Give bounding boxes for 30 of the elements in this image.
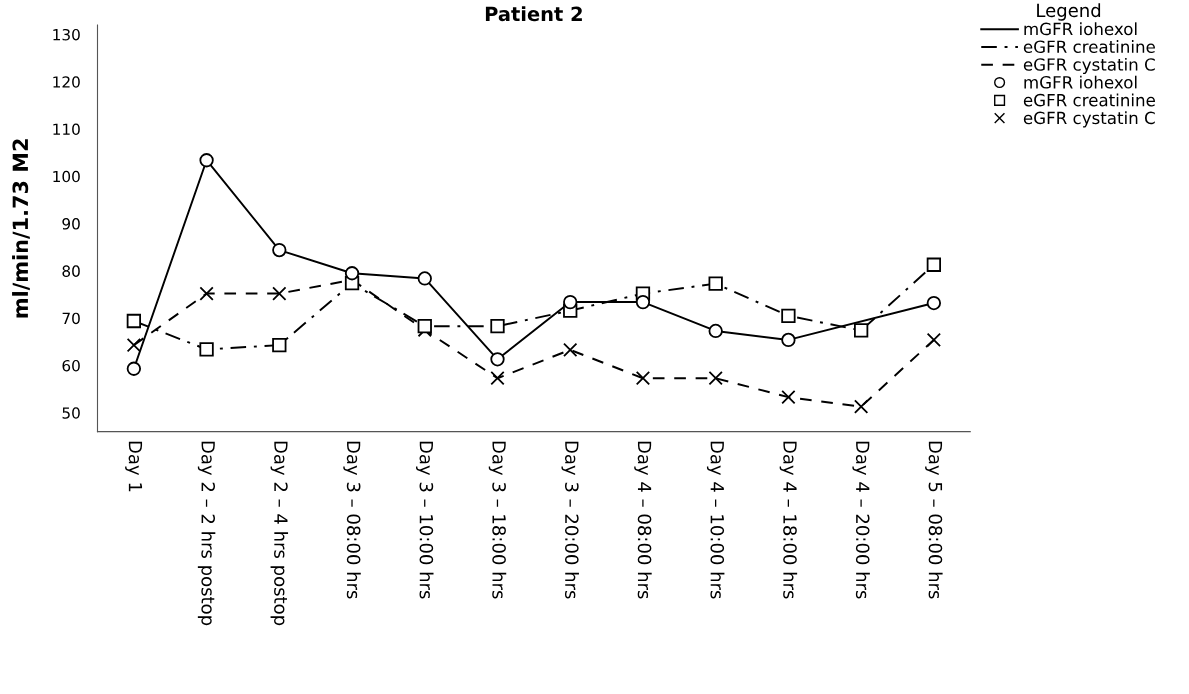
x-tick-label: Day 3 – 10:00 hrs	[416, 441, 434, 599]
y-tick-label: 110	[53, 123, 80, 136]
text: eGFR creatinine	[1023, 40, 1155, 54]
x-tick-label: Day 3 – 20:00 hrs	[561, 441, 579, 599]
x-tick-label: Day 4 – 18:00 hrs	[779, 441, 798, 599]
chart-title: Patient 2	[485, 6, 582, 22]
y-axis-title: ml/min/1.73 M2	[12, 139, 30, 318]
y-tick-label: 80	[62, 265, 80, 277]
x-tick-label: Day 2 – 2 hrs postop	[197, 441, 216, 626]
text: eGFR cystatin C	[1023, 57, 1155, 75]
x-tick-label: Day 1	[125, 441, 143, 492]
y-tick-label: 130	[53, 28, 80, 41]
text: mGFR iohexol	[1024, 22, 1137, 36]
y-tick-label: 50	[62, 407, 80, 419]
x-tick-label: Day 4 – 20:00 hrs	[852, 441, 870, 599]
y-tick-label: 60	[62, 359, 80, 372]
x-tick-label: Day 3 – 08:00 hrs	[343, 441, 361, 599]
legend-label: eGFR cystatin C	[1023, 111, 1155, 128]
y-tick-label: 70	[62, 312, 80, 325]
x-tick-label: Day 4 – 10:00 hrs	[706, 441, 725, 599]
y-tick-label: 90	[62, 218, 80, 230]
y-tick-label: 120	[53, 76, 80, 88]
x-tick-label: Day 3 – 18:00 hrs	[488, 441, 507, 599]
legend-title: Legend	[1037, 3, 1101, 21]
y-tick-label: 100	[53, 170, 80, 183]
x-tick-label: Day 2 – 4 hrs postop	[270, 441, 289, 626]
legend-label: mGFR iohexol	[1024, 75, 1137, 89]
legend-label: eGFR creatinine	[1023, 93, 1155, 107]
x-tick-label: Day 4 – 08:00 hrs	[634, 441, 652, 599]
x-tick-label: Day 5 – 08:00 hrs	[925, 441, 943, 599]
